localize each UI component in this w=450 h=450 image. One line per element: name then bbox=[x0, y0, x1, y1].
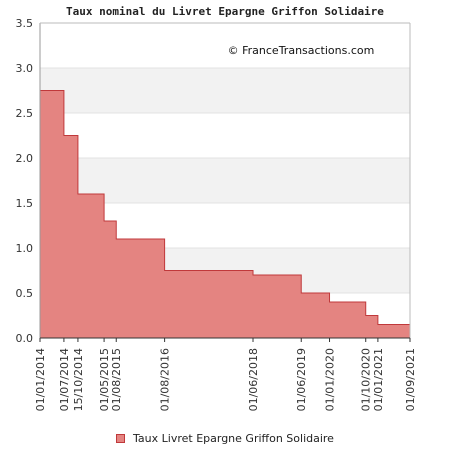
x-tick-label: 01/06/2018 bbox=[247, 348, 260, 411]
y-tick-labels: 0.0 0.5 1.0 1.5 2.0 2.5 3.0 3.5 bbox=[16, 17, 34, 345]
series-line bbox=[40, 90, 410, 325]
y-tick-label: 2.0 bbox=[16, 152, 34, 165]
y-tick-label: 1.5 bbox=[16, 197, 34, 210]
x-tick-label: 01/08/2015 bbox=[110, 348, 123, 411]
series-area bbox=[40, 90, 410, 338]
plot-band bbox=[40, 113, 410, 158]
y-tick-label: 1.0 bbox=[16, 242, 34, 255]
x-tick-label: 01/01/2014 bbox=[34, 348, 47, 411]
x-tick-label: 01/10/2020 bbox=[360, 348, 373, 411]
legend-label: Taux Livret Epargne Griffon Solidaire bbox=[133, 432, 334, 445]
axes bbox=[39, 22, 411, 342]
y-tick-label: 2.5 bbox=[16, 107, 34, 120]
x-tick-label: 01/09/2021 bbox=[404, 348, 417, 411]
y-tick-label: 0.5 bbox=[16, 287, 34, 300]
x-tick-label: 01/01/2020 bbox=[324, 348, 337, 411]
legend: Taux Livret Epargne Griffon Solidaire bbox=[0, 432, 450, 445]
x-tick-labels: 01/01/2014 01/07/2014 15/10/2014 01/05/2015… bbox=[34, 348, 417, 411]
x-tick-label: 15/10/2014 bbox=[72, 348, 85, 411]
chart-title: Taux nominal du Livret Epargne Griffon S… bbox=[66, 5, 384, 18]
y-tick-label: 3.5 bbox=[16, 17, 34, 30]
y-tick-label: 0.0 bbox=[16, 332, 34, 345]
plot-band bbox=[40, 68, 410, 113]
y-tick-label: 3.0 bbox=[16, 62, 34, 75]
x-tick-label: 01/01/2021 bbox=[372, 348, 385, 411]
plot-band bbox=[40, 23, 410, 68]
x-tick-label: 01/05/2015 bbox=[98, 348, 111, 411]
watermark-text: © FranceTransactions.com bbox=[228, 44, 375, 57]
x-tick-label: 01/08/2016 bbox=[159, 348, 172, 411]
legend-swatch bbox=[116, 434, 126, 443]
series-fill bbox=[40, 90, 410, 338]
x-tick-label: 01/06/2019 bbox=[295, 348, 308, 411]
x-tick-label: 01/07/2014 bbox=[58, 348, 71, 411]
